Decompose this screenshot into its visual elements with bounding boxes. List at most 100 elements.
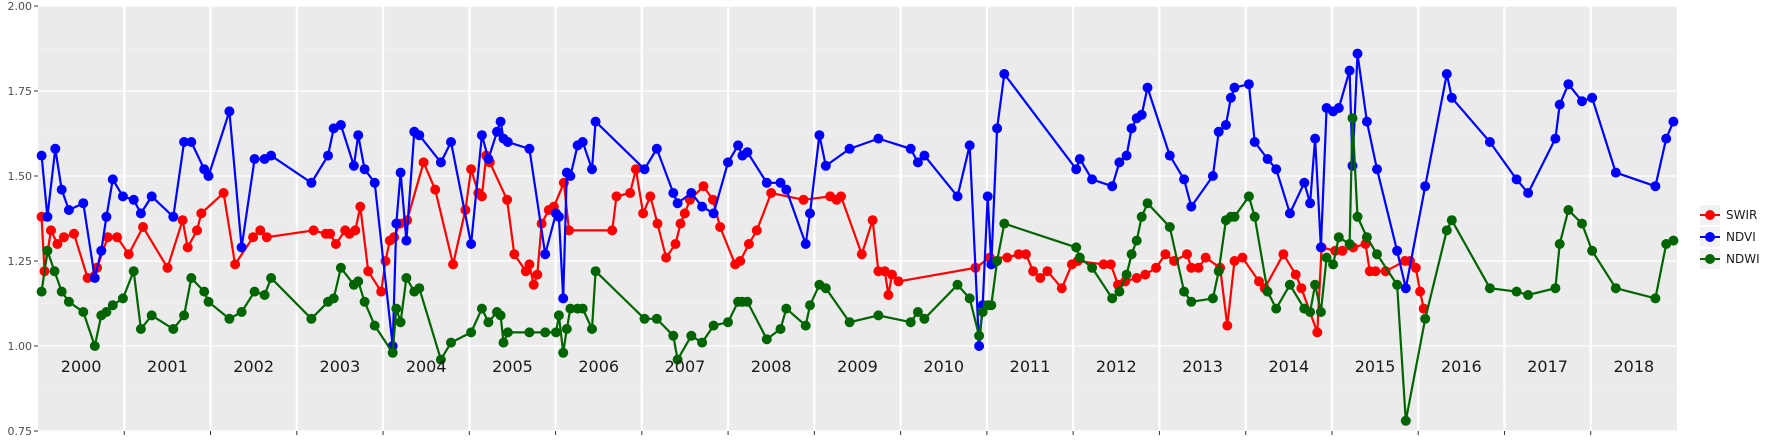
data-point bbox=[1229, 256, 1240, 266]
data-point bbox=[686, 330, 697, 341]
data-point bbox=[1577, 218, 1587, 229]
data-point bbox=[1121, 150, 1132, 161]
data-point bbox=[101, 307, 112, 317]
data-point bbox=[101, 211, 112, 222]
data-point bbox=[466, 164, 477, 175]
data-point bbox=[224, 313, 235, 324]
data-point bbox=[476, 303, 487, 314]
data-point bbox=[1299, 177, 1310, 188]
data-point bbox=[873, 133, 884, 144]
data-point bbox=[742, 296, 753, 307]
data-point bbox=[138, 222, 148, 232]
data-point bbox=[387, 347, 398, 358]
data-point bbox=[532, 269, 543, 280]
data-point bbox=[668, 188, 679, 198]
y-tick-label: 1.00 bbox=[8, 340, 33, 353]
data-point bbox=[325, 228, 336, 239]
data-point bbox=[1344, 239, 1355, 249]
data-point bbox=[1243, 191, 1254, 202]
data-point bbox=[495, 116, 506, 127]
data-point bbox=[775, 177, 786, 188]
data-point bbox=[266, 273, 277, 283]
data-point bbox=[1142, 82, 1153, 93]
data-point bbox=[1087, 262, 1098, 273]
data-point bbox=[446, 137, 456, 147]
data-point bbox=[476, 130, 487, 141]
data-point bbox=[611, 191, 622, 202]
data-point bbox=[1237, 252, 1248, 263]
year-label: 2008 bbox=[751, 357, 792, 376]
data-point bbox=[1229, 211, 1240, 222]
data-point bbox=[1126, 249, 1137, 260]
data-point bbox=[867, 215, 878, 226]
data-point bbox=[259, 290, 270, 300]
data-point bbox=[483, 154, 494, 164]
data-point bbox=[1554, 239, 1565, 249]
data-point bbox=[639, 164, 650, 175]
data-point bbox=[128, 194, 139, 205]
data-point bbox=[248, 232, 259, 243]
data-point bbox=[1126, 123, 1137, 134]
data-point bbox=[323, 150, 333, 161]
data-point bbox=[1114, 286, 1125, 297]
data-point bbox=[1249, 211, 1260, 222]
data-point bbox=[483, 317, 494, 328]
data-point bbox=[1136, 109, 1147, 120]
data-point bbox=[182, 242, 193, 253]
data-point bbox=[1179, 174, 1190, 185]
data-point bbox=[1105, 259, 1116, 270]
data-point bbox=[1013, 249, 1024, 260]
year-label: 2012 bbox=[1096, 357, 1137, 376]
data-point bbox=[335, 262, 346, 273]
year-label: 2016 bbox=[1441, 357, 1482, 376]
data-point bbox=[1344, 65, 1355, 76]
year-label: 2002 bbox=[233, 357, 274, 376]
data-point bbox=[249, 286, 260, 297]
data-point bbox=[1207, 171, 1218, 181]
data-point bbox=[992, 256, 1003, 266]
data-point bbox=[196, 208, 207, 219]
data-point bbox=[1229, 82, 1240, 93]
legend-marker bbox=[1705, 232, 1715, 242]
data-point bbox=[1554, 99, 1565, 110]
year-label: 2014 bbox=[1268, 357, 1309, 376]
grid bbox=[38, 5, 1677, 432]
data-point bbox=[82, 273, 93, 283]
data-point bbox=[203, 171, 214, 181]
data-point bbox=[1107, 293, 1118, 304]
data-point bbox=[952, 279, 963, 290]
data-point bbox=[89, 341, 100, 351]
data-point bbox=[814, 130, 825, 141]
data-point bbox=[800, 239, 811, 249]
data-point bbox=[1563, 205, 1574, 215]
data-point bbox=[128, 266, 139, 277]
data-point bbox=[430, 184, 441, 195]
data-point bbox=[883, 290, 894, 300]
data-point bbox=[668, 330, 679, 341]
data-point bbox=[992, 123, 1003, 134]
data-point bbox=[498, 337, 509, 348]
data-point bbox=[435, 157, 446, 168]
data-point bbox=[887, 269, 897, 280]
data-point bbox=[1321, 252, 1332, 263]
data-point bbox=[1131, 235, 1142, 246]
data-point bbox=[1262, 286, 1273, 297]
data-point bbox=[952, 191, 963, 202]
data-point bbox=[553, 211, 564, 222]
data-point bbox=[733, 140, 744, 151]
data-point bbox=[1550, 283, 1561, 294]
data-point bbox=[1446, 215, 1457, 226]
data-point bbox=[781, 184, 792, 195]
year-label: 2009 bbox=[837, 357, 878, 376]
data-point bbox=[335, 120, 346, 130]
data-point bbox=[1370, 266, 1381, 277]
data-point bbox=[587, 164, 597, 175]
data-point bbox=[766, 188, 777, 198]
data-point bbox=[1121, 269, 1132, 280]
data-point bbox=[1002, 252, 1013, 263]
data-point bbox=[905, 317, 916, 328]
data-point bbox=[418, 157, 429, 168]
data-point bbox=[58, 232, 69, 243]
year-label: 2018 bbox=[1614, 357, 1655, 376]
data-point bbox=[1361, 116, 1372, 127]
